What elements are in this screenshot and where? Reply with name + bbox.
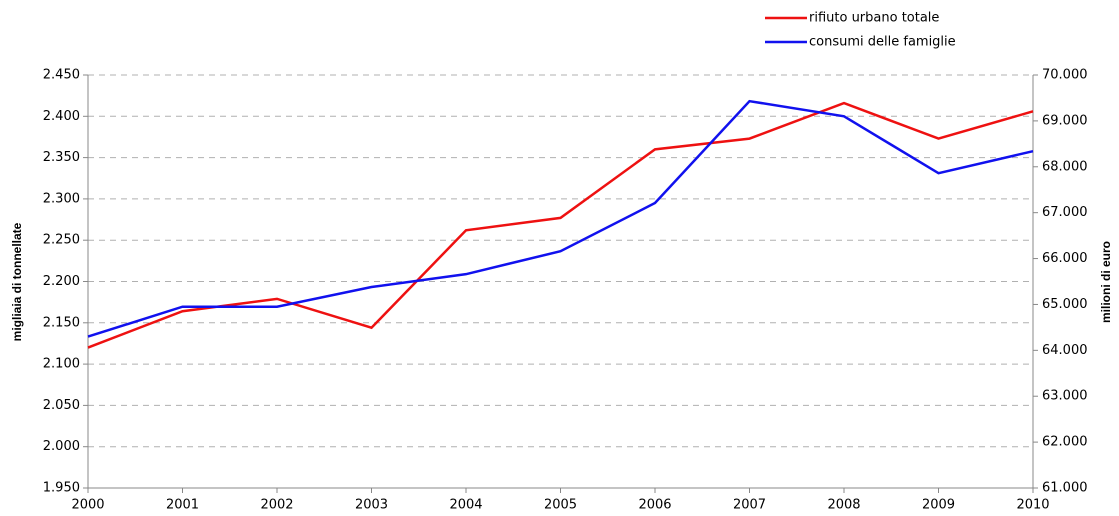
x-tick-label: 2004 (449, 498, 482, 513)
y2-tick-label: 62.000 (1042, 435, 1088, 450)
series-line (87, 99, 1034, 338)
x-tick-label: 2003 (355, 498, 388, 513)
x-tick-label: 2010 (1016, 498, 1049, 513)
x-tick-label: 2009 (922, 498, 955, 513)
legend-label: consumi delle famiglie (809, 35, 956, 50)
y-tick-label: 2.300 (43, 191, 80, 206)
y2-tick-label: 67.000 (1042, 205, 1088, 220)
y-tick-label: 2.450 (43, 68, 80, 83)
y2-tick-label: 68.000 (1042, 159, 1088, 174)
y2-tick-label: 66.000 (1042, 251, 1088, 266)
x-tick-label: 2005 (544, 498, 577, 513)
y2-axis-title: milioni di euro (1099, 241, 1113, 323)
x-tick-label: 2006 (638, 498, 671, 513)
y-tick-label: 2.050 (43, 398, 80, 413)
y-tick-label: 2.000 (43, 439, 80, 454)
y2-tick-label: 69.000 (1042, 113, 1088, 128)
series-line (87, 101, 1034, 349)
y-tick-label: 2.200 (43, 274, 80, 289)
y2-tick-label: 64.000 (1042, 343, 1088, 358)
y-tick-label: 1.950 (43, 481, 80, 496)
y-tick-label: 2.250 (43, 233, 80, 248)
y-tick-label: 2.400 (43, 109, 80, 124)
y2-tick-label: 61.000 (1042, 481, 1088, 496)
y2-tick-label: 70.000 (1042, 68, 1088, 83)
y-tick-label: 2.100 (43, 357, 80, 372)
y2-tick-label: 65.000 (1042, 297, 1088, 312)
x-tick-label: 2000 (71, 498, 104, 513)
y-tick-label: 2.350 (43, 150, 80, 165)
y-axis-title: migliaia di tonnellate (10, 222, 24, 341)
legend-label: rifiuto urbano totale (809, 11, 939, 26)
x-tick-label: 2001 (166, 498, 199, 513)
y-tick-label: 2.150 (43, 315, 80, 330)
y2-tick-label: 63.000 (1042, 389, 1088, 404)
x-tick-label: 2007 (733, 498, 766, 513)
x-tick-label: 2002 (260, 498, 293, 513)
x-tick-label: 2008 (827, 498, 860, 513)
